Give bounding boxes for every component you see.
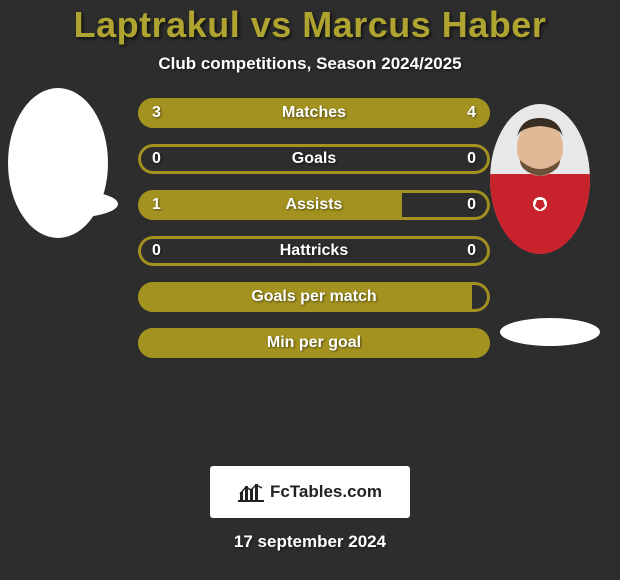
stat-row: Goals0 0 bbox=[138, 144, 490, 174]
stat-fill-left bbox=[138, 190, 402, 220]
stat-row: Min per goal bbox=[138, 328, 490, 358]
stat-fill-right bbox=[279, 98, 490, 128]
stat-label: Goals bbox=[138, 144, 490, 174]
subtitle: Club competitions, Season 2024/2025 bbox=[0, 54, 620, 74]
chart-icon bbox=[238, 482, 264, 502]
comparison-infographic: Laptrakul vs Marcus Haber Club competiti… bbox=[0, 0, 620, 580]
stat-border bbox=[138, 236, 490, 266]
stat-value-right: 0 bbox=[467, 190, 476, 220]
stat-value-left: 0 bbox=[152, 144, 161, 174]
stat-label: Hattricks bbox=[138, 236, 490, 266]
stat-bars: Matches34Goals00Assists10Hattricks00Goal… bbox=[138, 98, 490, 374]
stat-row: Goals per match bbox=[138, 282, 490, 312]
stat-row: Hattricks0 0 bbox=[138, 236, 490, 266]
stat-fill-left bbox=[138, 328, 490, 358]
stat-value-left: 0 bbox=[152, 236, 161, 266]
page-title: Laptrakul vs Marcus Haber bbox=[0, 4, 620, 46]
stat-value-right: 0 bbox=[467, 236, 476, 266]
stat-row: Assists10 bbox=[138, 190, 490, 220]
player-left-club-badge bbox=[18, 190, 118, 218]
attribution-text: FcTables.com bbox=[270, 482, 382, 502]
stat-value-right: 0 bbox=[467, 144, 476, 174]
stat-row: Matches34 bbox=[138, 98, 490, 128]
attribution-badge: FcTables.com bbox=[210, 466, 410, 518]
content-area: Matches34Goals00Assists10Hattricks00Goal… bbox=[0, 98, 620, 458]
player-right-club-badge bbox=[500, 318, 600, 346]
stat-border bbox=[138, 144, 490, 174]
stat-fill-left bbox=[138, 282, 472, 312]
player-right-avatar bbox=[490, 104, 590, 254]
date-label: 17 september 2024 bbox=[0, 532, 620, 552]
stat-fill-left bbox=[138, 98, 279, 128]
person-icon bbox=[490, 104, 590, 254]
